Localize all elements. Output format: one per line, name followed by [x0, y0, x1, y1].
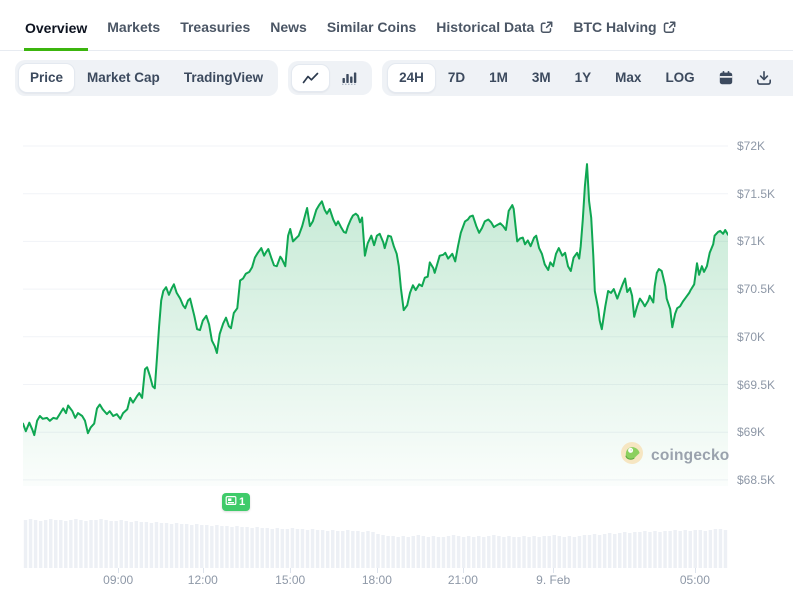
range-3m-button[interactable]: 3M — [531, 70, 551, 85]
x-axis-tick-mark — [462, 568, 464, 573]
coingecko-watermark: coingecko — [620, 441, 729, 470]
x-axis-tick-label: 09:00 — [103, 573, 134, 587]
x-axis-tick-label: 21:00 — [447, 573, 478, 587]
x-axis-tick-mark — [694, 568, 696, 573]
bar-chart-icon — [341, 71, 358, 85]
calendar-button[interactable] — [708, 64, 744, 92]
log-scale-button[interactable]: LOG — [665, 70, 695, 85]
y-axis-tick-label: $72K — [737, 139, 766, 153]
tab-label: Similar Coins — [326, 19, 417, 35]
x-axis-tick-label: 05:00 — [679, 573, 710, 587]
tab-label: Historical Data — [436, 19, 535, 35]
y-axis-tick-label: $70K — [737, 329, 766, 344]
tab-label: Overview — [25, 19, 88, 36]
coingecko-logo-icon — [620, 441, 644, 470]
external-link-icon — [663, 21, 676, 34]
y-axis-tick-label: $69.5K — [737, 377, 776, 392]
price-chart-canvas[interactable] — [23, 116, 728, 486]
x-axis-tick-mark — [553, 568, 555, 573]
market-cap-button[interactable]: Market Cap — [87, 70, 160, 85]
chart-toolbar: Price Market Cap TradingView 24H 7D 1M 3… — [0, 51, 793, 96]
tab-historical-data[interactable]: Historical Data — [435, 17, 554, 50]
external-link-icon — [540, 21, 553, 34]
y-axis-labels: $72K $71.5K $71K $70.5K $70K $69.5K $69K $68.5K — [737, 96, 793, 595]
watermark-label: coingecko — [651, 446, 730, 464]
tab-btc-halving[interactable]: BTC Halving — [572, 17, 676, 50]
x-axis-tick-mark — [118, 568, 120, 573]
bar-chart-button[interactable] — [331, 65, 368, 91]
price-button[interactable]: Price — [19, 64, 75, 92]
download-icon — [756, 70, 772, 86]
expand-button[interactable] — [784, 65, 793, 92]
x-axis-tick-label: 12:00 — [187, 573, 218, 587]
download-button[interactable] — [746, 64, 782, 92]
tab-similar-coins[interactable]: Similar Coins — [326, 17, 417, 50]
range-7d-button[interactable]: 7D — [447, 70, 466, 85]
x-axis-labels: 09:00 12:00 15:00 18:00 21:00 9. Feb 05:00 — [23, 568, 728, 590]
news-annotation-badge[interactable]: 1 — [222, 493, 251, 511]
y-axis-tick-label: $70.5K — [737, 282, 776, 297]
metric-toggle-group: Price Market Cap TradingView — [15, 60, 279, 96]
volume-bars-canvas — [23, 519, 728, 568]
tab-markets[interactable]: Markets — [106, 17, 161, 50]
line-chart-button[interactable] — [292, 65, 330, 91]
y-axis-tick-label: $69K — [737, 425, 766, 440]
time-range-group: 24H 7D 1M 3M 1Y Max LOG — [382, 60, 793, 96]
tradingview-button[interactable]: TradingView — [183, 70, 264, 85]
x-axis-tick-mark — [202, 568, 204, 573]
line-chart-icon — [302, 71, 319, 85]
tab-bar: Overview Markets Treasuries News Similar… — [0, 0, 793, 51]
y-axis-tick-label: $71K — [737, 234, 766, 249]
tab-news[interactable]: News — [269, 17, 308, 50]
y-axis-tick-label: $71.5K — [737, 186, 776, 201]
tab-label: Treasuries — [180, 19, 251, 35]
annotation-count: 1 — [239, 496, 246, 508]
y-axis-tick-label: $68.5K — [737, 472, 776, 487]
tab-label: BTC Halving — [573, 19, 657, 35]
x-axis-tick-label: 18:00 — [361, 573, 392, 587]
x-axis-tick-mark — [290, 568, 292, 573]
calendar-icon — [718, 70, 734, 86]
price-chart-area: $72K $71.5K $71K $70.5K $70K $69.5K $69K $68.5K… — [0, 96, 793, 595]
range-24h-button[interactable]: 24H — [388, 64, 435, 92]
tab-label: News — [270, 19, 307, 35]
range-1y-button[interactable]: 1Y — [574, 70, 592, 85]
range-max-button[interactable]: Max — [615, 70, 642, 85]
tab-treasuries[interactable]: Treasuries — [179, 17, 251, 50]
news-annotation-icon — [225, 495, 237, 509]
tab-overview[interactable]: Overview — [24, 17, 89, 51]
chart-type-toggle-group — [288, 61, 373, 95]
x-axis-tick-label: 15:00 — [275, 573, 306, 587]
x-axis-tick-mark — [376, 568, 378, 573]
range-1m-button[interactable]: 1M — [489, 70, 508, 85]
x-axis-tick-label: 9. Feb — [536, 573, 571, 587]
tab-label: Markets — [107, 19, 161, 35]
